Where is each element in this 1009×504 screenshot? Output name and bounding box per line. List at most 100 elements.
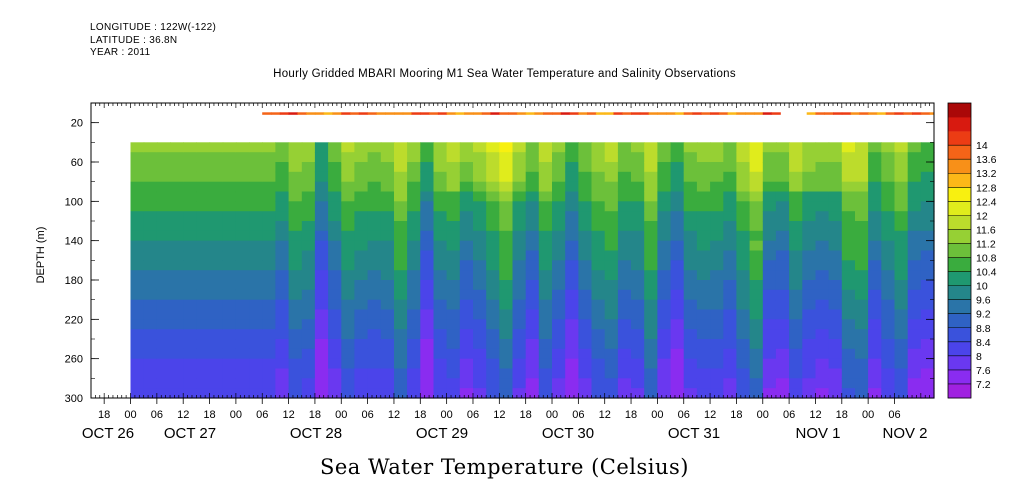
heatmap-cell bbox=[868, 181, 882, 193]
x-axis-label: Sea Water Temperature (Celsius) bbox=[319, 455, 689, 479]
heatmap-cell bbox=[855, 309, 869, 320]
heatmap-cell bbox=[802, 368, 817, 379]
heatmap-cell bbox=[183, 171, 197, 183]
heatmap-cell bbox=[328, 142, 342, 153]
heatmap-cell bbox=[907, 260, 922, 271]
heatmap-cell bbox=[775, 309, 790, 320]
heatmap-cell bbox=[249, 152, 263, 163]
heatmap-cell bbox=[907, 388, 922, 399]
heatmap-cell bbox=[394, 221, 408, 232]
heatmap-cell bbox=[209, 270, 224, 281]
heatmap-cell bbox=[209, 260, 224, 271]
heatmap-cell bbox=[209, 221, 224, 232]
heatmap-cell bbox=[512, 191, 527, 202]
surface-cell bbox=[420, 112, 430, 115]
heatmap-cell bbox=[473, 201, 487, 212]
heatmap-cell bbox=[762, 181, 777, 193]
heatmap-cell bbox=[183, 280, 197, 291]
heatmap-cell bbox=[314, 319, 329, 330]
heatmap-cell bbox=[459, 152, 474, 163]
heatmap-cell bbox=[235, 378, 250, 389]
heatmap-cell bbox=[156, 309, 171, 320]
heatmap-cell bbox=[578, 230, 593, 242]
y-tick-label: 260 bbox=[65, 354, 83, 366]
heatmap-cell bbox=[710, 221, 724, 232]
heatmap-cell bbox=[841, 339, 856, 350]
heatmap-cell bbox=[907, 289, 922, 301]
heatmap-cell bbox=[341, 152, 356, 163]
heatmap-cell bbox=[775, 319, 790, 330]
heatmap-cell bbox=[604, 191, 619, 202]
x-tick-label: 12 bbox=[704, 409, 716, 421]
heatmap-cell bbox=[262, 280, 276, 291]
heatmap-cell bbox=[235, 191, 250, 202]
heatmap-cell bbox=[446, 339, 461, 350]
heatmap-cell bbox=[130, 181, 145, 193]
heatmap-cell bbox=[604, 181, 619, 193]
heatmap-cell bbox=[552, 348, 566, 360]
heatmap-cell bbox=[459, 270, 474, 281]
heatmap-cell bbox=[486, 329, 500, 340]
heatmap-cell bbox=[749, 240, 764, 252]
heatmap-cell bbox=[459, 230, 474, 242]
heatmap-cell bbox=[855, 152, 869, 163]
heatmap-cell bbox=[130, 230, 145, 242]
heatmap-cell bbox=[815, 152, 830, 163]
heatmap-cell bbox=[762, 329, 777, 340]
heatmap-cell bbox=[314, 230, 329, 242]
heatmap-cell bbox=[288, 211, 303, 222]
heatmap-cell bbox=[802, 299, 817, 311]
heatmap-cell bbox=[420, 152, 435, 163]
heatmap-cell bbox=[420, 260, 435, 271]
heatmap-cell bbox=[394, 358, 408, 370]
heatmap-cell bbox=[499, 221, 514, 232]
heatmap-cell bbox=[683, 339, 698, 350]
heatmap-cell bbox=[802, 211, 817, 222]
heatmap-cell bbox=[775, 240, 790, 252]
heatmap-cell bbox=[789, 181, 803, 193]
heatmap-cell bbox=[881, 348, 896, 360]
heatmap-cell bbox=[565, 142, 579, 153]
heatmap-cell bbox=[433, 171, 448, 183]
heatmap-cell bbox=[802, 162, 817, 173]
x-tick-label: 18 bbox=[730, 409, 742, 421]
heatmap-cell bbox=[775, 171, 790, 183]
heatmap-cell bbox=[499, 152, 514, 163]
heatmap-cell bbox=[696, 171, 711, 183]
heatmap-cell bbox=[855, 250, 869, 261]
heatmap-cell bbox=[367, 211, 382, 222]
heatmap-cell bbox=[499, 378, 514, 389]
longitude-text: LONGITUDE : 122W(-122) bbox=[90, 22, 217, 33]
heatmap-cell bbox=[407, 309, 421, 320]
heatmap-cell bbox=[841, 348, 856, 360]
heatmap-cell bbox=[156, 152, 171, 163]
heatmap-cell bbox=[209, 152, 224, 163]
heatmap-cell bbox=[196, 319, 211, 330]
heatmap-cell bbox=[815, 368, 830, 379]
heatmap-cell bbox=[156, 201, 171, 212]
heatmap-cell bbox=[657, 348, 672, 360]
heatmap-cell bbox=[130, 280, 145, 291]
heatmap-cell bbox=[802, 289, 817, 301]
heatmap-cell bbox=[499, 230, 514, 242]
heatmap-cell bbox=[907, 221, 922, 232]
heatmap-cell bbox=[644, 339, 658, 350]
heatmap-cell bbox=[828, 339, 843, 350]
heatmap-cell bbox=[354, 211, 369, 222]
heatmap-cell bbox=[183, 309, 197, 320]
heatmap-cell bbox=[170, 152, 184, 163]
heatmap-cell bbox=[762, 368, 777, 379]
heatmap-cell bbox=[710, 329, 724, 340]
heatmap-cell bbox=[815, 142, 830, 153]
heatmap-cell bbox=[815, 280, 830, 291]
heatmap-cell bbox=[341, 339, 356, 350]
heatmap-cell bbox=[868, 280, 882, 291]
heatmap-cell bbox=[723, 230, 738, 242]
heatmap-cell bbox=[552, 260, 566, 271]
heatmap-cell bbox=[367, 280, 382, 291]
heatmap-cell bbox=[881, 230, 896, 242]
colorbar-label: 7.2 bbox=[976, 379, 991, 391]
heatmap-cell bbox=[130, 240, 145, 252]
heatmap-cell bbox=[262, 378, 276, 389]
heatmap-cell bbox=[143, 191, 158, 202]
